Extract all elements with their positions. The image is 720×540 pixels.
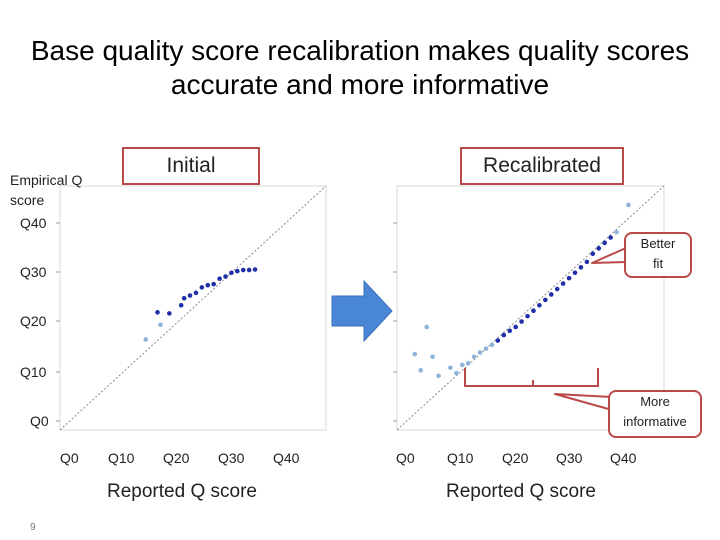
data-point — [187, 293, 193, 298]
reference-diagonal-line — [59, 185, 327, 431]
data-point — [193, 290, 199, 296]
callout-line: fit — [652, 256, 664, 271]
data-point — [507, 328, 513, 334]
data-point — [418, 368, 424, 373]
data-point — [454, 370, 459, 376]
data-point — [483, 346, 489, 351]
callout-line: Better — [640, 236, 676, 251]
x-tick-label: Q10 — [108, 450, 135, 466]
data-point — [436, 373, 441, 379]
data-point — [235, 268, 240, 274]
data-point — [240, 267, 246, 273]
data-point — [578, 265, 584, 270]
data-point — [143, 337, 149, 342]
data-point — [590, 251, 596, 257]
x-tick-label: Q40 — [610, 450, 637, 466]
data-point — [430, 354, 435, 360]
y-tick-label: Q20 — [20, 313, 47, 329]
reference-diagonal-line — [396, 185, 665, 431]
data-point — [246, 267, 252, 273]
data-point — [554, 286, 560, 292]
data-point — [181, 295, 187, 301]
data-point — [448, 365, 453, 370]
data-point — [584, 259, 590, 265]
data-point — [424, 324, 429, 330]
data-point — [596, 246, 602, 251]
data-point — [566, 275, 572, 281]
highlight-bracket — [464, 368, 599, 387]
data-point — [614, 229, 619, 235]
data-point — [471, 354, 477, 360]
y-tick-label: Q0 — [30, 413, 49, 429]
slide-title: Base quality score recalibration makes q… — [30, 35, 690, 100]
x-tick-label: Q20 — [163, 450, 190, 466]
data-point — [229, 270, 234, 276]
data-point — [525, 313, 530, 319]
y-tick-label: Q40 — [20, 215, 47, 231]
callout-line: More — [640, 394, 670, 409]
x-tick-label: Q30 — [556, 450, 583, 466]
initial-chart-title: Initial — [122, 147, 260, 185]
more-informative-callout: More informative — [608, 390, 702, 438]
data-point — [205, 282, 211, 288]
y-axis-label-line: Empirical Q — [10, 172, 83, 188]
y-axis-label: Empirical Q score — [10, 170, 82, 210]
data-point — [223, 274, 228, 279]
data-point — [158, 322, 163, 328]
x-tick-label: Q0 — [60, 450, 79, 466]
data-point — [465, 361, 471, 366]
data-point — [211, 281, 216, 287]
data-point — [608, 235, 613, 240]
data-point — [531, 308, 536, 314]
data-point — [459, 362, 465, 368]
transition-arrow-icon — [331, 279, 393, 343]
x-tick-label: Q30 — [218, 450, 245, 466]
x-axis-label-initial: Reported Q score — [107, 481, 257, 502]
data-point — [217, 276, 222, 282]
x-tick-label: Q40 — [273, 450, 300, 466]
data-point — [252, 267, 258, 272]
data-point — [626, 202, 631, 208]
data-point — [501, 332, 507, 338]
data-point — [537, 302, 542, 308]
data-point — [412, 351, 418, 357]
recalibrated-chart-title: Recalibrated — [460, 147, 624, 185]
data-point — [199, 285, 205, 290]
x-tick-label: Q0 — [396, 450, 415, 466]
slide-number: 9 — [30, 522, 36, 533]
data-point — [519, 319, 524, 324]
data-point — [602, 240, 607, 246]
data-point — [477, 350, 483, 355]
callout-line: informative — [623, 414, 687, 429]
data-point — [178, 302, 184, 308]
data-point — [572, 270, 578, 276]
x-tick-label: Q10 — [447, 450, 474, 466]
data-point — [167, 311, 172, 316]
y-axis-label-line: score — [10, 192, 45, 208]
better-fit-callout: Better fit — [624, 232, 692, 278]
data-point — [548, 292, 554, 297]
data-point — [489, 342, 495, 348]
data-point — [155, 310, 160, 315]
data-point — [513, 324, 518, 330]
data-point — [495, 338, 501, 343]
data-point — [543, 297, 548, 303]
y-tick-label: Q10 — [20, 364, 47, 380]
x-axis-label-recalibrated: Reported Q score — [446, 481, 596, 502]
y-tick-label: Q30 — [20, 264, 47, 280]
x-tick-label: Q20 — [502, 450, 529, 466]
data-point — [560, 281, 566, 286]
